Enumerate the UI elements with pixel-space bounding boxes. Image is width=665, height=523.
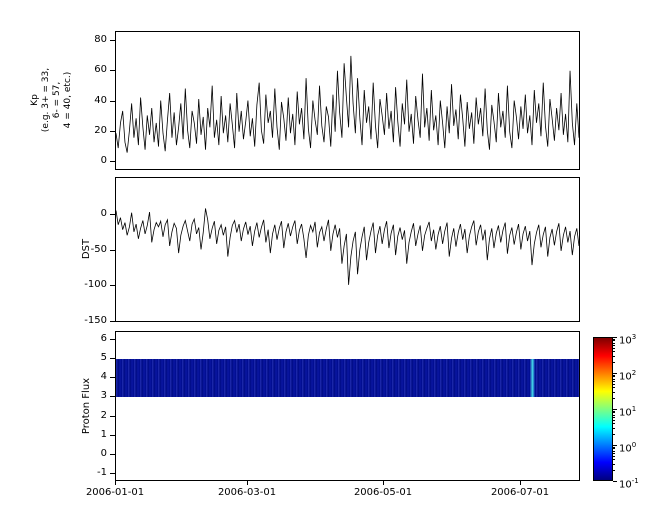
dst-index-line-plot bbox=[116, 208, 579, 285]
y-tick-label: 5 bbox=[100, 352, 107, 363]
colorbar bbox=[593, 337, 613, 481]
kp-axis-label: Kp (e.g. 3+ = 33, 6- = 57, 4 = 40, etc.) bbox=[30, 55, 74, 145]
y-tick-mark bbox=[110, 416, 115, 417]
y-tick-label: 60 bbox=[94, 64, 107, 75]
colorbar-minor-tick-mark bbox=[613, 351, 615, 352]
y-tick-label: 20 bbox=[94, 125, 107, 136]
x-tick-label: 2006-03-01 bbox=[217, 487, 277, 498]
colorbar-minor-tick-mark bbox=[613, 412, 615, 413]
proton-flux-panel bbox=[115, 331, 580, 481]
y-tick-mark bbox=[110, 250, 115, 251]
colorbar-minor-tick-mark bbox=[613, 343, 615, 344]
data-line bbox=[116, 55, 579, 153]
y-tick-mark bbox=[110, 101, 115, 102]
colorbar-tick-label: 103 bbox=[619, 333, 637, 347]
x-tick-mark bbox=[520, 481, 521, 485]
y-tick-mark bbox=[110, 161, 115, 162]
y-tick-label: 0 bbox=[100, 208, 107, 219]
x-tick-mark bbox=[383, 481, 384, 485]
colorbar-minor-tick-mark bbox=[613, 384, 615, 385]
y-tick-label: 2 bbox=[100, 410, 107, 421]
colorbar-minor-tick-mark bbox=[613, 392, 615, 393]
x-tick-mark bbox=[247, 481, 248, 485]
colorbar-minor-tick-mark bbox=[613, 451, 615, 452]
colorbar-tick-mark bbox=[613, 337, 617, 338]
dst-panel bbox=[115, 177, 580, 322]
y-tick-mark bbox=[110, 377, 115, 378]
colorbar-minor-tick-mark bbox=[613, 340, 615, 341]
colorbar-minor-tick-mark bbox=[613, 376, 615, 377]
y-tick-label: -1 bbox=[97, 467, 107, 478]
colorbar-minor-tick-mark bbox=[613, 420, 615, 421]
colorbar-minor-tick-mark bbox=[613, 379, 615, 380]
y-tick-mark bbox=[110, 396, 115, 397]
colorbar-minor-tick-mark bbox=[613, 375, 615, 376]
y-tick-mark bbox=[110, 321, 115, 322]
y-tick-mark bbox=[110, 454, 115, 455]
y-tick-mark bbox=[110, 70, 115, 71]
data-line bbox=[116, 208, 579, 285]
colorbar-minor-tick-mark bbox=[613, 381, 615, 382]
colorbar-tick-mark bbox=[613, 373, 617, 374]
colorbar-minor-tick-mark bbox=[613, 417, 615, 418]
y-tick-mark bbox=[110, 285, 115, 286]
x-tick-label: 2006-05-01 bbox=[353, 487, 413, 498]
kp-axis-label-line: Kp bbox=[30, 94, 40, 106]
y-tick-mark bbox=[110, 358, 115, 359]
colorbar-minor-tick-mark bbox=[613, 339, 615, 340]
colorbar-tick-mark bbox=[613, 445, 617, 446]
colorbar-minor-tick-mark bbox=[613, 398, 615, 399]
y-tick-mark bbox=[110, 214, 115, 215]
colorbar-tick-label: 10-1 bbox=[619, 477, 639, 491]
y-tick-label: 0 bbox=[100, 448, 107, 459]
colorbar-minor-tick-mark bbox=[613, 415, 615, 416]
colorbar-minor-tick-mark bbox=[613, 387, 615, 388]
x-tick-label: 2006-01-01 bbox=[85, 487, 145, 498]
colorbar-minor-tick-mark bbox=[613, 464, 615, 465]
y-tick-label: 4 bbox=[100, 371, 107, 382]
colorbar-tick-label: 102 bbox=[619, 369, 637, 383]
y-tick-mark bbox=[110, 435, 115, 436]
colorbar-minor-tick-mark bbox=[613, 356, 615, 357]
colorbar-tick-mark bbox=[613, 409, 617, 410]
colorbar-tick-label: 101 bbox=[619, 405, 637, 419]
colorbar-minor-tick-mark bbox=[613, 447, 615, 448]
colorbar-minor-tick-mark bbox=[613, 348, 615, 349]
y-tick-label: 40 bbox=[94, 95, 107, 106]
proton-flux-event-streak bbox=[530, 359, 535, 397]
proton-flux-spectrogram-band bbox=[116, 359, 579, 397]
y-tick-mark bbox=[110, 40, 115, 41]
y-tick-label: -100 bbox=[84, 279, 107, 290]
x-tick-mark bbox=[115, 481, 116, 485]
colorbar-minor-tick-mark bbox=[613, 423, 615, 424]
kp-axis-label-line: (e.g. 3+ = 33, bbox=[41, 67, 51, 133]
colorbar-minor-tick-mark bbox=[613, 448, 615, 449]
y-tick-label: -50 bbox=[90, 244, 107, 255]
kp-panel bbox=[115, 31, 580, 170]
colorbar-minor-tick-mark bbox=[613, 428, 615, 429]
y-tick-label: -150 bbox=[84, 315, 107, 326]
y-tick-label: 6 bbox=[100, 333, 107, 344]
colorbar-tick-label: 100 bbox=[619, 441, 637, 455]
colorbar-minor-tick-mark bbox=[613, 434, 615, 435]
colorbar-minor-tick-mark bbox=[613, 470, 615, 471]
y-tick-label: 80 bbox=[94, 34, 107, 45]
colorbar-minor-tick-mark bbox=[613, 453, 615, 454]
x-tick-label: 2006-07-01 bbox=[490, 487, 550, 498]
colorbar-minor-tick-mark bbox=[613, 362, 615, 363]
colorbar-minor-tick-mark bbox=[613, 411, 615, 412]
y-tick-mark bbox=[110, 131, 115, 132]
colorbar-minor-tick-mark bbox=[613, 345, 615, 346]
kp-index-line-plot bbox=[116, 55, 579, 153]
y-tick-mark bbox=[110, 473, 115, 474]
kp-axis-label-line: 6- = 57, bbox=[52, 81, 62, 119]
colorbar-minor-tick-mark bbox=[613, 459, 615, 460]
y-tick-label: 3 bbox=[100, 390, 107, 401]
colorbar-minor-tick-mark bbox=[613, 456, 615, 457]
y-tick-mark bbox=[110, 339, 115, 340]
y-tick-label: 0 bbox=[100, 155, 107, 166]
y-tick-label: 1 bbox=[100, 429, 107, 440]
colorbar-tick-mark bbox=[613, 481, 617, 482]
